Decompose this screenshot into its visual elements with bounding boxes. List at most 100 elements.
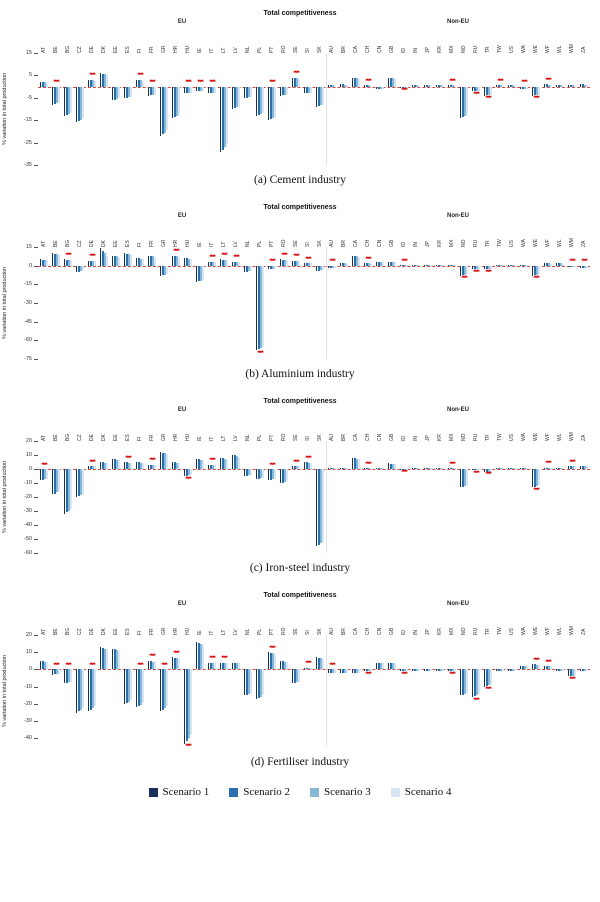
bar [51,86,54,105]
bar [135,669,138,708]
y-tick-label: -30 [24,300,32,306]
bar [279,86,282,96]
y-tick-mark [34,635,38,636]
bar [586,84,589,87]
x-tick-label: MX [449,239,455,248]
bar [243,265,246,272]
bar [68,259,70,266]
bar [128,86,130,98]
bar [125,462,128,469]
significance-stars: **** [269,259,275,266]
bar [125,253,128,266]
zero-line [38,86,590,88]
bar [466,86,469,115]
x-tick-label: NO [461,433,467,442]
bar [572,85,574,87]
bar [356,458,358,469]
bar [166,669,169,707]
bar [173,86,176,118]
bar [173,657,176,670]
y-tick-label: -20 [24,700,32,707]
bar [293,77,296,87]
bar [118,256,121,266]
chart-caption: (b) Aluminium industry [245,368,355,380]
bar [382,86,385,89]
y-tick-label: -50 [24,536,32,542]
bar [560,467,562,469]
bar [413,265,416,266]
bar [488,469,490,472]
bar [509,265,512,266]
bar [82,265,85,272]
bar [111,86,114,101]
bar [567,265,570,267]
y-tick-mark [34,53,38,54]
bar [178,256,181,266]
bar [399,86,402,88]
bar [267,469,270,481]
x-tick-label: SE [293,628,299,635]
significance-stars: **** [485,96,491,103]
y-tick-mark [34,97,38,99]
bar [284,86,286,95]
bar [269,265,272,270]
x-tick-label: GB [389,45,395,53]
bar [197,265,200,282]
x-tick-label: MX [449,627,455,636]
bar [183,86,186,94]
bar [339,84,342,87]
bar [382,262,385,266]
eu-noneu-separator [326,635,327,747]
significance-stars: **** [65,252,71,259]
significance-stars: **** [65,662,71,669]
bar [418,265,421,266]
bar [358,256,361,266]
legend-item-scenario-2: Scenario 2 [229,786,290,798]
bar [428,669,430,671]
y-tick-label: -40 [24,735,32,742]
y-axis-label: % variation in total production [2,72,8,146]
y-tick-mark [34,247,38,248]
bar [332,85,334,87]
bar [149,256,152,266]
bar [41,469,44,480]
bar [207,662,210,670]
bar [382,468,385,470]
bar [303,462,306,469]
bar [375,86,378,89]
bar [250,669,253,693]
bar [80,669,82,710]
bar [526,666,529,670]
x-tick-label: LV [233,241,239,247]
bar [207,464,210,469]
bar [579,265,582,269]
x-tick-label: US [509,434,515,441]
x-tick-label: AU [329,46,335,53]
bar [526,468,529,470]
bar [334,85,337,87]
bar [332,669,334,673]
x-tick-label: BE [53,434,59,441]
bar [92,80,94,87]
bar [502,468,505,470]
x-tick-label: WF [545,239,551,247]
bar [303,86,306,94]
bar [497,85,500,87]
group-label-eu: EU [177,19,187,25]
bar [296,669,298,683]
bar [430,265,433,266]
significance-stars: **** [485,687,491,694]
group-label-non-eu: Non-EU [447,213,469,219]
bar [70,86,73,113]
bar [202,86,205,91]
bar [200,459,202,469]
x-tick-label: TR [485,628,491,635]
bar [555,669,558,672]
bar [195,459,198,469]
group-label-non-eu: Non-EU [447,19,469,25]
bar [219,259,222,266]
bar [202,265,205,281]
x-tick-label: SE [293,434,299,441]
bar [569,466,572,469]
bar [89,260,92,266]
